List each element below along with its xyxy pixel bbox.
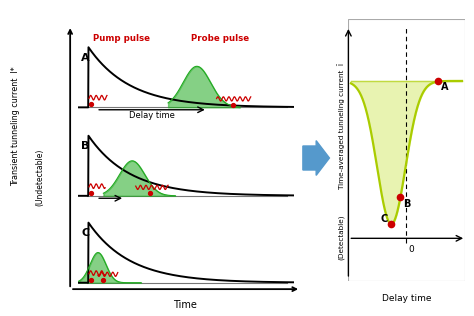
Text: Transient tunneling current  I*: Transient tunneling current I* (11, 67, 19, 186)
Text: B: B (403, 199, 411, 209)
Text: Delay time: Delay time (382, 295, 431, 303)
Text: C: C (81, 228, 89, 238)
Text: B: B (81, 142, 90, 151)
Text: Time: Time (173, 300, 197, 310)
Text: A: A (81, 53, 90, 63)
Text: A: A (441, 82, 448, 93)
Text: Delay time: Delay time (129, 111, 175, 120)
Text: (Detectable): (Detectable) (338, 214, 345, 260)
FancyArrow shape (303, 141, 329, 175)
Text: Pump pulse: Pump pulse (93, 34, 150, 43)
Text: (Undetectable): (Undetectable) (36, 148, 45, 206)
Text: Time-averaged tunneling current  Ī: Time-averaged tunneling current Ī (337, 64, 345, 189)
Text: Probe pulse: Probe pulse (191, 34, 250, 43)
Text: 0: 0 (408, 246, 414, 254)
Text: C: C (380, 214, 387, 224)
